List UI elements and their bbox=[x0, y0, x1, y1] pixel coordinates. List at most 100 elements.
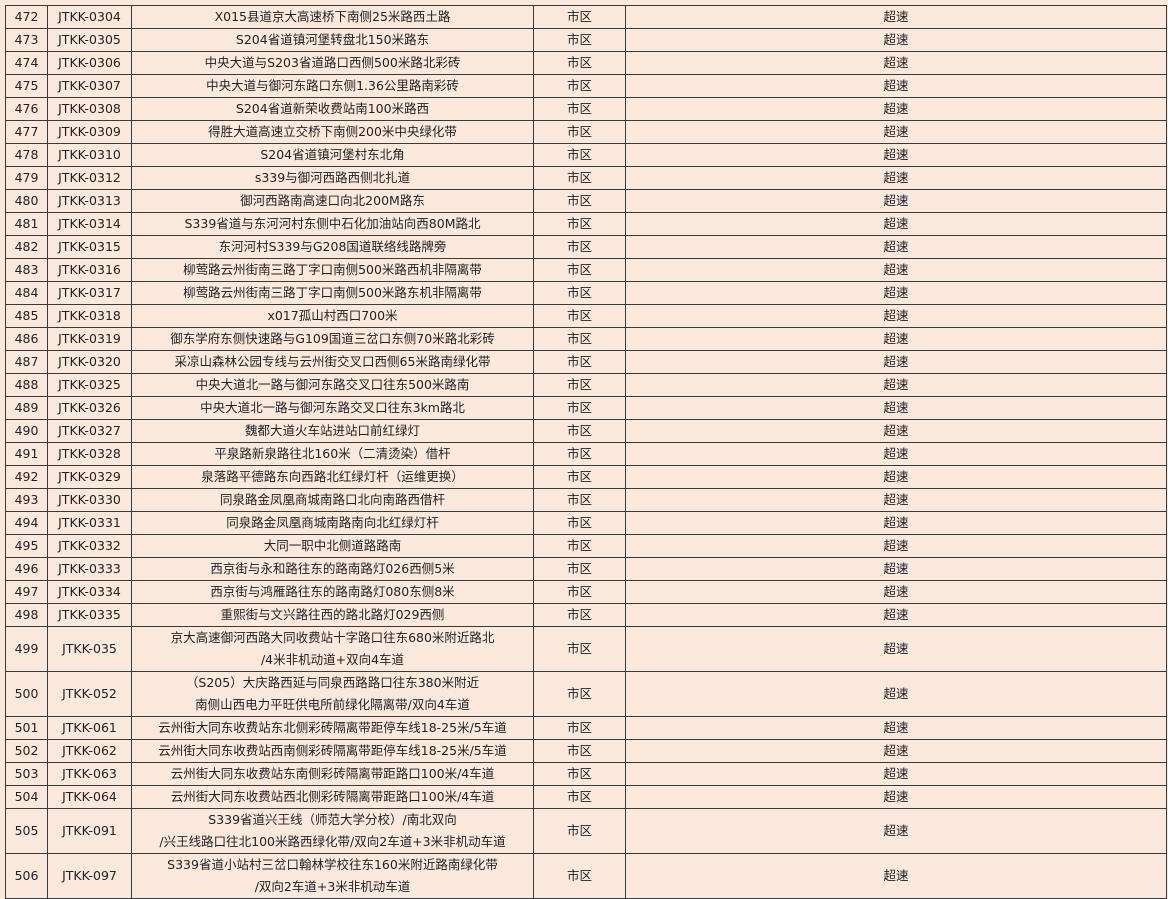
row-number: 485 bbox=[5, 304, 48, 328]
table-row: 498 JTKK-0335 重熙街与文兴路往西的路北路灯029西侧 市区 超速 bbox=[5, 603, 1167, 627]
location-line: /4米非机动道+双向4车道 bbox=[260, 652, 405, 667]
district: 市区 bbox=[533, 396, 626, 420]
location-line: 大同一职中北侧道路路南 bbox=[263, 538, 402, 553]
location-cell: 采凉山森林公园专线与云州街交叉口西侧65米路南绿化带 bbox=[131, 350, 534, 374]
location-cell: 云州街大同东收费站东南侧彩砖隔离带距路口100米/4车道 bbox=[131, 762, 534, 786]
table-row: 493 JTKK-0330 同泉路金凤凰商城南路口北向南路西借杆 市区 超速 bbox=[5, 488, 1167, 512]
violation-type: 超速 bbox=[625, 853, 1167, 899]
location-line: 得胜大道高速立交桥下南侧200米中央绿化带 bbox=[208, 124, 457, 139]
row-number: 498 bbox=[5, 603, 48, 627]
row-number: 475 bbox=[5, 74, 48, 98]
location-line: 御东学府东侧快速路与G109国道三岔口东侧70米路北彩砖 bbox=[170, 331, 495, 346]
table-row: 490 JTKK-0327 魏都大道火车站进站口前红绿灯 市区 超速 bbox=[5, 419, 1167, 443]
device-code: JTKK-0329 bbox=[47, 465, 132, 489]
location-cell: X015县道京大高速桥下南侧25米路西土路 bbox=[131, 5, 534, 29]
violation-type: 超速 bbox=[625, 51, 1167, 75]
camera-location-table: 472 JTKK-0304 X015县道京大高速桥下南侧25米路西土路 市区 超速 473… bbox=[5, 5, 1167, 899]
district: 市区 bbox=[533, 120, 626, 144]
row-number: 478 bbox=[5, 143, 48, 167]
row-number: 493 bbox=[5, 488, 48, 512]
district: 市区 bbox=[533, 166, 626, 190]
location-line: 云州街大同东收费站西北侧彩砖隔离带距路口100米/4车道 bbox=[170, 789, 495, 804]
violation-type: 超速 bbox=[625, 488, 1167, 512]
location-cell: 云州街大同东收费站西北侧彩砖隔离带距路口100米/4车道 bbox=[131, 785, 534, 809]
table-row: 478 JTKK-0310 S204省道镇河堡村东北角 市区 超速 bbox=[5, 143, 1167, 167]
table-row: 489 JTKK-0326 中央大道北一路与御河东路交叉口往东3km路北 市区 超速 bbox=[5, 396, 1167, 420]
device-code: JTKK-0305 bbox=[47, 28, 132, 52]
device-code: JTKK-0318 bbox=[47, 304, 132, 328]
location-line: S339省道与东河河村东侧中石化加油站向西80M路北 bbox=[184, 216, 481, 231]
location-line: S339省道兴王线（师范大学分校）/南北双向 bbox=[208, 812, 457, 827]
violation-type: 超速 bbox=[625, 281, 1167, 305]
row-number: 487 bbox=[5, 350, 48, 374]
location-line: S204省道镇河堡转盘北150米路东 bbox=[235, 32, 430, 47]
table-row: 474 JTKK-0306 中央大道与S203省道路口西侧500米路北彩砖 市区 超速 bbox=[5, 51, 1167, 75]
location-cell: 京大高速御河西路大同收费站十字路口往东680米附近路北/4米非机动道+双向4车道 bbox=[131, 626, 534, 672]
violation-type: 超速 bbox=[625, 28, 1167, 52]
violation-type: 超速 bbox=[625, 327, 1167, 351]
district: 市区 bbox=[533, 304, 626, 328]
district: 市区 bbox=[533, 557, 626, 581]
location-cell: 东河河村S339与G208国道联络线路牌旁 bbox=[131, 235, 534, 259]
row-number: 490 bbox=[5, 419, 48, 443]
violation-type: 超速 bbox=[625, 120, 1167, 144]
location-line: 云州街大同东收费站东南侧彩砖隔离带距路口100米/4车道 bbox=[170, 766, 495, 781]
location-line: 同泉路金凤凰商城南路南向北红绿灯杆 bbox=[226, 515, 439, 530]
location-line: 中央大道与S203省道路口西侧500米路北彩砖 bbox=[204, 55, 461, 70]
location-cell: S339省道小站村三岔口翰林学校往东160米附近路南绿化带/双向2车道+3米非机… bbox=[131, 853, 534, 899]
device-code: JTKK-0310 bbox=[47, 143, 132, 167]
district: 市区 bbox=[533, 626, 626, 672]
table-row: 496 JTKK-0333 西京街与永和路往东的路南路灯026西侧5米 市区 超速 bbox=[5, 557, 1167, 581]
violation-type: 超速 bbox=[625, 143, 1167, 167]
violation-type: 超速 bbox=[625, 350, 1167, 374]
location-line: 中央大道北一路与御河东路交叉口往东500米路南 bbox=[195, 377, 470, 392]
row-number: 477 bbox=[5, 120, 48, 144]
violation-type: 超速 bbox=[625, 557, 1167, 581]
table-row: 475 JTKK-0307 中央大道与御河东路口东侧1.36公里路南彩砖 市区 超速 bbox=[5, 74, 1167, 98]
table-body: 472 JTKK-0304 X015县道京大高速桥下南侧25米路西土路 市区 超速 473… bbox=[5, 5, 1167, 899]
location-cell: 大同一职中北侧道路路南 bbox=[131, 534, 534, 558]
table-row: 505 JTKK-091 S339省道兴王线（师范大学分校）/南北双向/兴王线路口往… bbox=[5, 808, 1167, 854]
location-line: S204省道镇河堡村东北角 bbox=[260, 147, 405, 162]
row-number: 499 bbox=[5, 626, 48, 672]
device-code: JTKK-0304 bbox=[47, 5, 132, 29]
row-number: 473 bbox=[5, 28, 48, 52]
district: 市区 bbox=[533, 853, 626, 899]
location-cell: 西京街与永和路往东的路南路灯026西侧5米 bbox=[131, 557, 534, 581]
location-cell: 同泉路金凤凰商城南路口北向南路西借杆 bbox=[131, 488, 534, 512]
device-code: JTKK-064 bbox=[47, 785, 132, 809]
row-number: 482 bbox=[5, 235, 48, 259]
device-code: JTKK-0312 bbox=[47, 166, 132, 190]
device-code: JTKK-0328 bbox=[47, 442, 132, 466]
row-number: 488 bbox=[5, 373, 48, 397]
location-line: 泉落路平德路东向西路北红绿灯杆（运维更换） bbox=[201, 469, 464, 484]
row-number: 495 bbox=[5, 534, 48, 558]
location-cell: 中央大道北一路与御河东路交叉口往东500米路南 bbox=[131, 373, 534, 397]
table-row: 477 JTKK-0309 得胜大道高速立交桥下南侧200米中央绿化带 市区 超速 bbox=[5, 120, 1167, 144]
table-row: 472 JTKK-0304 X015县道京大高速桥下南侧25米路西土路 市区 超速 bbox=[5, 5, 1167, 29]
device-code: JTKK-0309 bbox=[47, 120, 132, 144]
device-code: JTKK-063 bbox=[47, 762, 132, 786]
violation-type: 超速 bbox=[625, 739, 1167, 763]
violation-type: 超速 bbox=[625, 626, 1167, 672]
district: 市区 bbox=[533, 603, 626, 627]
location-line: 重熙街与文兴路往西的路北路灯029西侧 bbox=[220, 607, 445, 622]
district: 市区 bbox=[533, 671, 626, 717]
row-number: 492 bbox=[5, 465, 48, 489]
location-line: 东河河村S339与G208国道联络线路牌旁 bbox=[218, 239, 447, 254]
device-code: JTKK-0314 bbox=[47, 212, 132, 236]
device-code: JTKK-0320 bbox=[47, 350, 132, 374]
violation-type: 超速 bbox=[625, 603, 1167, 627]
device-code: JTKK-0331 bbox=[47, 511, 132, 535]
location-cell: （S205）大庆路西延与同泉西路路口往东380米附近 南侧山西电力平旺供电所前绿化… bbox=[131, 671, 534, 717]
location-cell: 泉落路平德路东向西路北红绿灯杆（运维更换） bbox=[131, 465, 534, 489]
row-number: 484 bbox=[5, 281, 48, 305]
district: 市区 bbox=[533, 281, 626, 305]
district: 市区 bbox=[533, 258, 626, 282]
violation-type: 超速 bbox=[625, 396, 1167, 420]
location-cell: 柳莺路云州街南三路丁字口南侧500米路东机非隔离带 bbox=[131, 281, 534, 305]
district: 市区 bbox=[533, 74, 626, 98]
violation-type: 超速 bbox=[625, 166, 1167, 190]
location-cell: 同泉路金凤凰商城南路南向北红绿灯杆 bbox=[131, 511, 534, 535]
violation-type: 超速 bbox=[625, 762, 1167, 786]
